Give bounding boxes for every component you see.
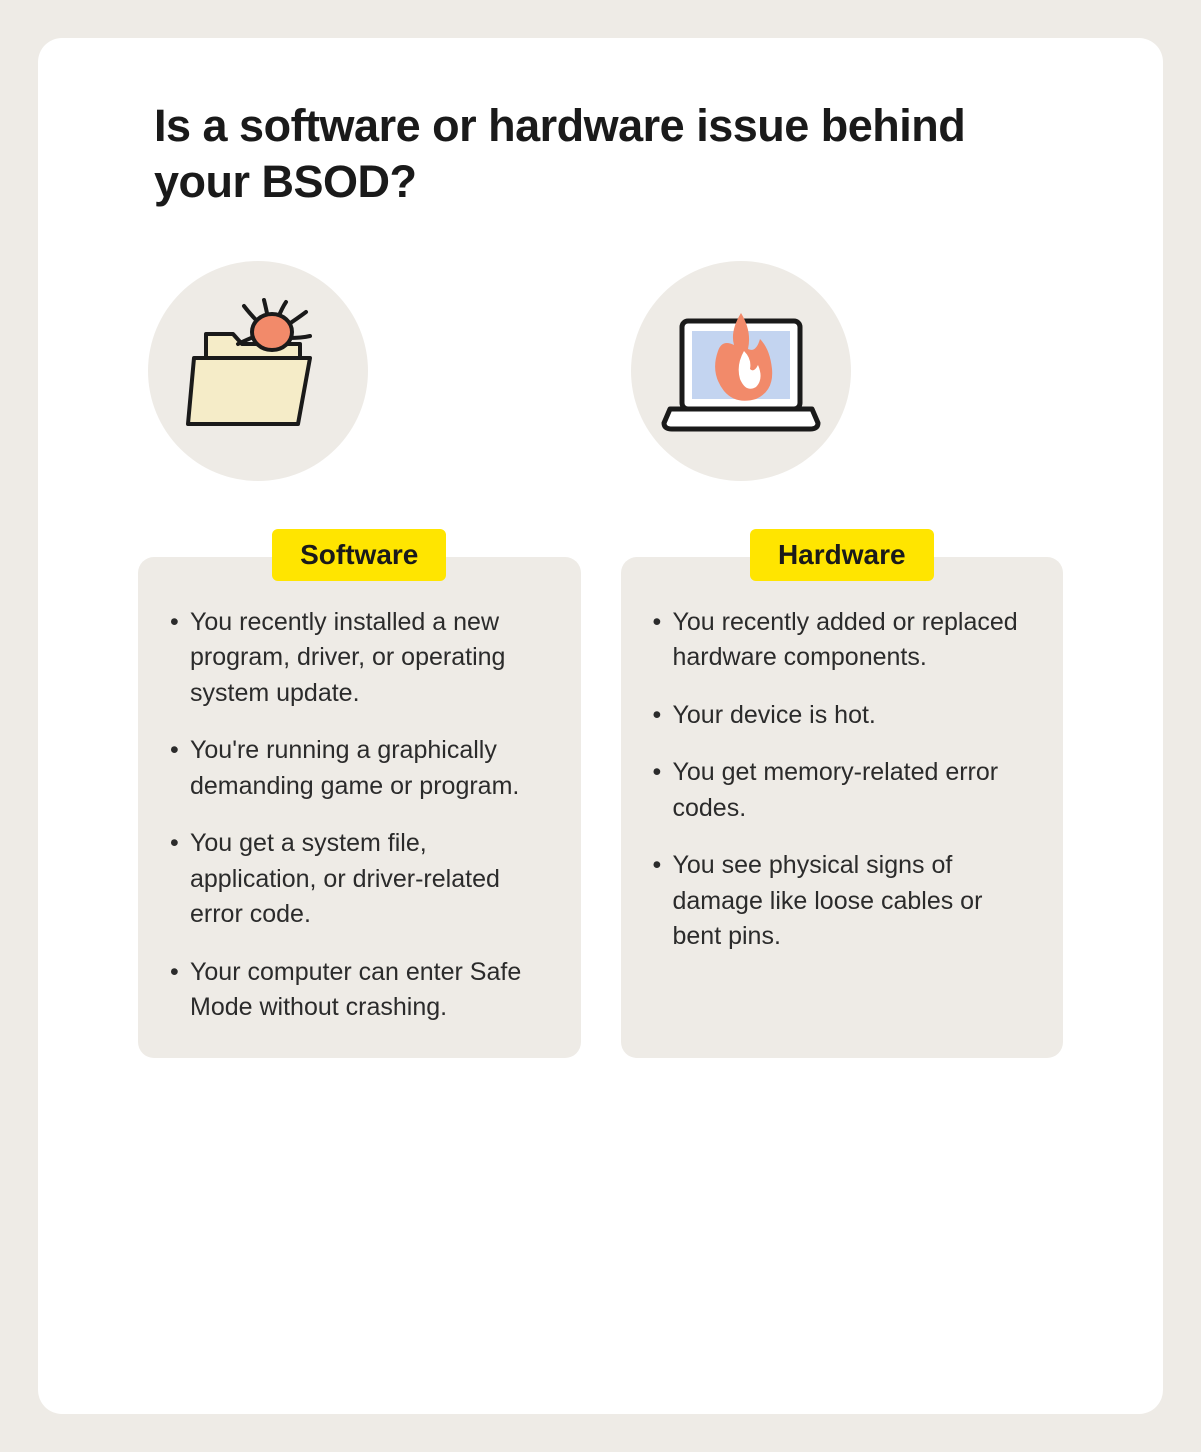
hardware-content-box: You recently added or replaced hardware … [621, 557, 1064, 1058]
laptop-fire-icon [656, 301, 826, 441]
hardware-icon-circle [631, 261, 851, 481]
software-content-box: You recently installed a new program, dr… [138, 557, 581, 1058]
page-title: Is a software or hardware issue behind y… [154, 98, 1063, 211]
list-item: You recently added or replaced hardware … [653, 605, 1032, 676]
software-label: Software [272, 529, 446, 581]
list-item: Your device is hot. [653, 698, 1032, 734]
infographic-card: Is a software or hardware issue behind y… [38, 38, 1163, 1414]
hardware-label: Hardware [750, 529, 934, 581]
software-column: Software You recently installed a new pr… [138, 261, 581, 1058]
list-item: You get a system file, application, or d… [170, 826, 549, 933]
list-item: You get memory-related error codes. [653, 755, 1032, 826]
hardware-column: Hardware You recently added or replaced … [621, 261, 1064, 1058]
folder-bug-icon [178, 296, 338, 446]
software-bullet-list: You recently installed a new program, dr… [170, 605, 549, 1026]
list-item: You recently installed a new program, dr… [170, 605, 549, 712]
list-item: You see physical signs of damage like lo… [653, 848, 1032, 955]
hardware-label-wrap: Hardware [621, 529, 1064, 581]
columns-container: Software You recently installed a new pr… [138, 261, 1063, 1058]
list-item: Your computer can enter Safe Mode withou… [170, 955, 549, 1026]
software-icon-circle [148, 261, 368, 481]
hardware-bullet-list: You recently added or replaced hardware … [653, 605, 1032, 955]
list-item: You're running a graphically demanding g… [170, 733, 549, 804]
software-label-wrap: Software [138, 529, 581, 581]
